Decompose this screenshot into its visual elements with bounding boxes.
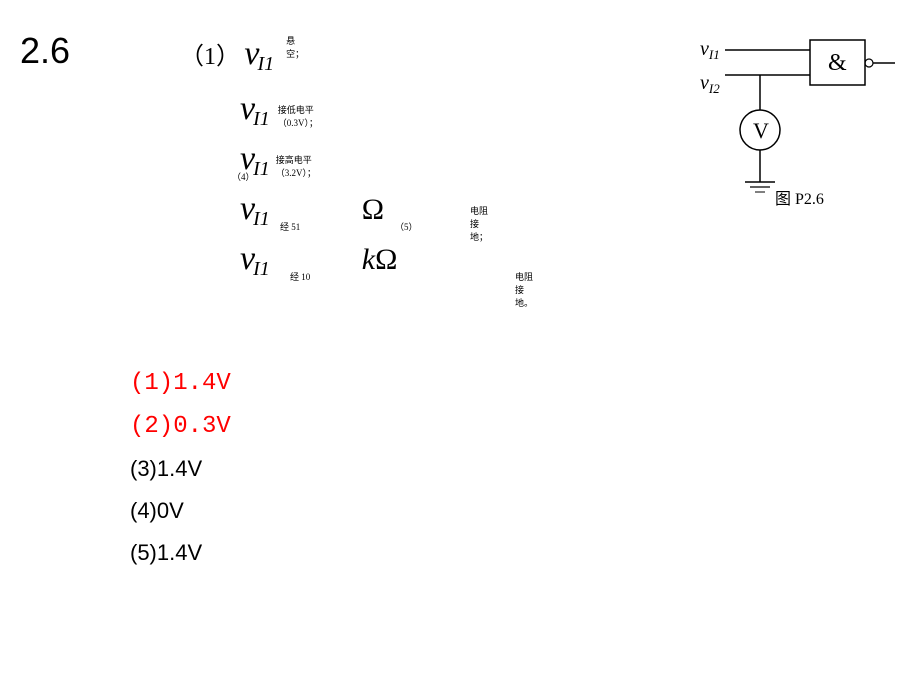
answer-5: (5)1.4V xyxy=(130,540,202,565)
q2-sub: I1 xyxy=(253,108,270,131)
question-line-4: v I1 经 51 Ω （5） 电阻接地； xyxy=(240,190,384,228)
q5-omega: Ω xyxy=(375,243,397,277)
q4-prenote: 经 51 xyxy=(280,220,300,233)
q2-note: 接低电平（0.3V）； xyxy=(278,103,318,129)
slide-number: 2.6 xyxy=(20,30,70,72)
q4-sub: I1 xyxy=(253,208,270,231)
question-line-5: v I1 经 10 k Ω 电阻接地。 xyxy=(240,240,397,278)
q5-prenote: 经 10 xyxy=(290,270,310,283)
figure-caption: 图 P2.6 xyxy=(775,185,824,209)
q5-note: 电阻接地。 xyxy=(515,270,533,309)
answer-2: (2)0.3V xyxy=(130,413,231,440)
q1-note: 悬空； xyxy=(286,34,306,60)
answer-4: (4)0V xyxy=(130,498,184,523)
q4-note: 电阻接地； xyxy=(470,204,488,243)
q3-note: 接高电平（3.2V）； xyxy=(276,153,316,179)
circuit-diagram: & V vI1 vI2 图 P2.6 xyxy=(670,30,900,260)
q3-prenote: （4） xyxy=(232,170,255,183)
question-line-1: （1） v I1 悬空； xyxy=(180,35,296,80)
q5-k: k xyxy=(362,243,375,277)
circuit-input2-label: vI2 xyxy=(700,72,720,95)
q1-sub: I1 xyxy=(257,53,274,76)
gate-symbol-text: & xyxy=(828,50,847,76)
q5-sub: I1 xyxy=(253,258,270,281)
q3-sub: I1 xyxy=(253,158,270,181)
q4-supnote: （5） xyxy=(395,220,418,233)
q1-prefix: （1） xyxy=(180,36,240,71)
question-line-2: v I1 接低电平（0.3V）； xyxy=(240,90,312,135)
answers-block: (1)1.4V (2)0.3V (3)1.4V (4)0V (5)1.4V xyxy=(130,370,231,582)
q4-omega: Ω xyxy=(362,193,384,227)
question-line-3: v I1 （4） 接高电平（3.2V）； xyxy=(240,140,312,185)
answer-1: (1)1.4V xyxy=(130,370,231,397)
circuit-input1-label: vI1 xyxy=(700,38,720,61)
answer-3: (3)1.4V xyxy=(130,456,202,481)
meter-symbol-text: V xyxy=(753,118,769,143)
